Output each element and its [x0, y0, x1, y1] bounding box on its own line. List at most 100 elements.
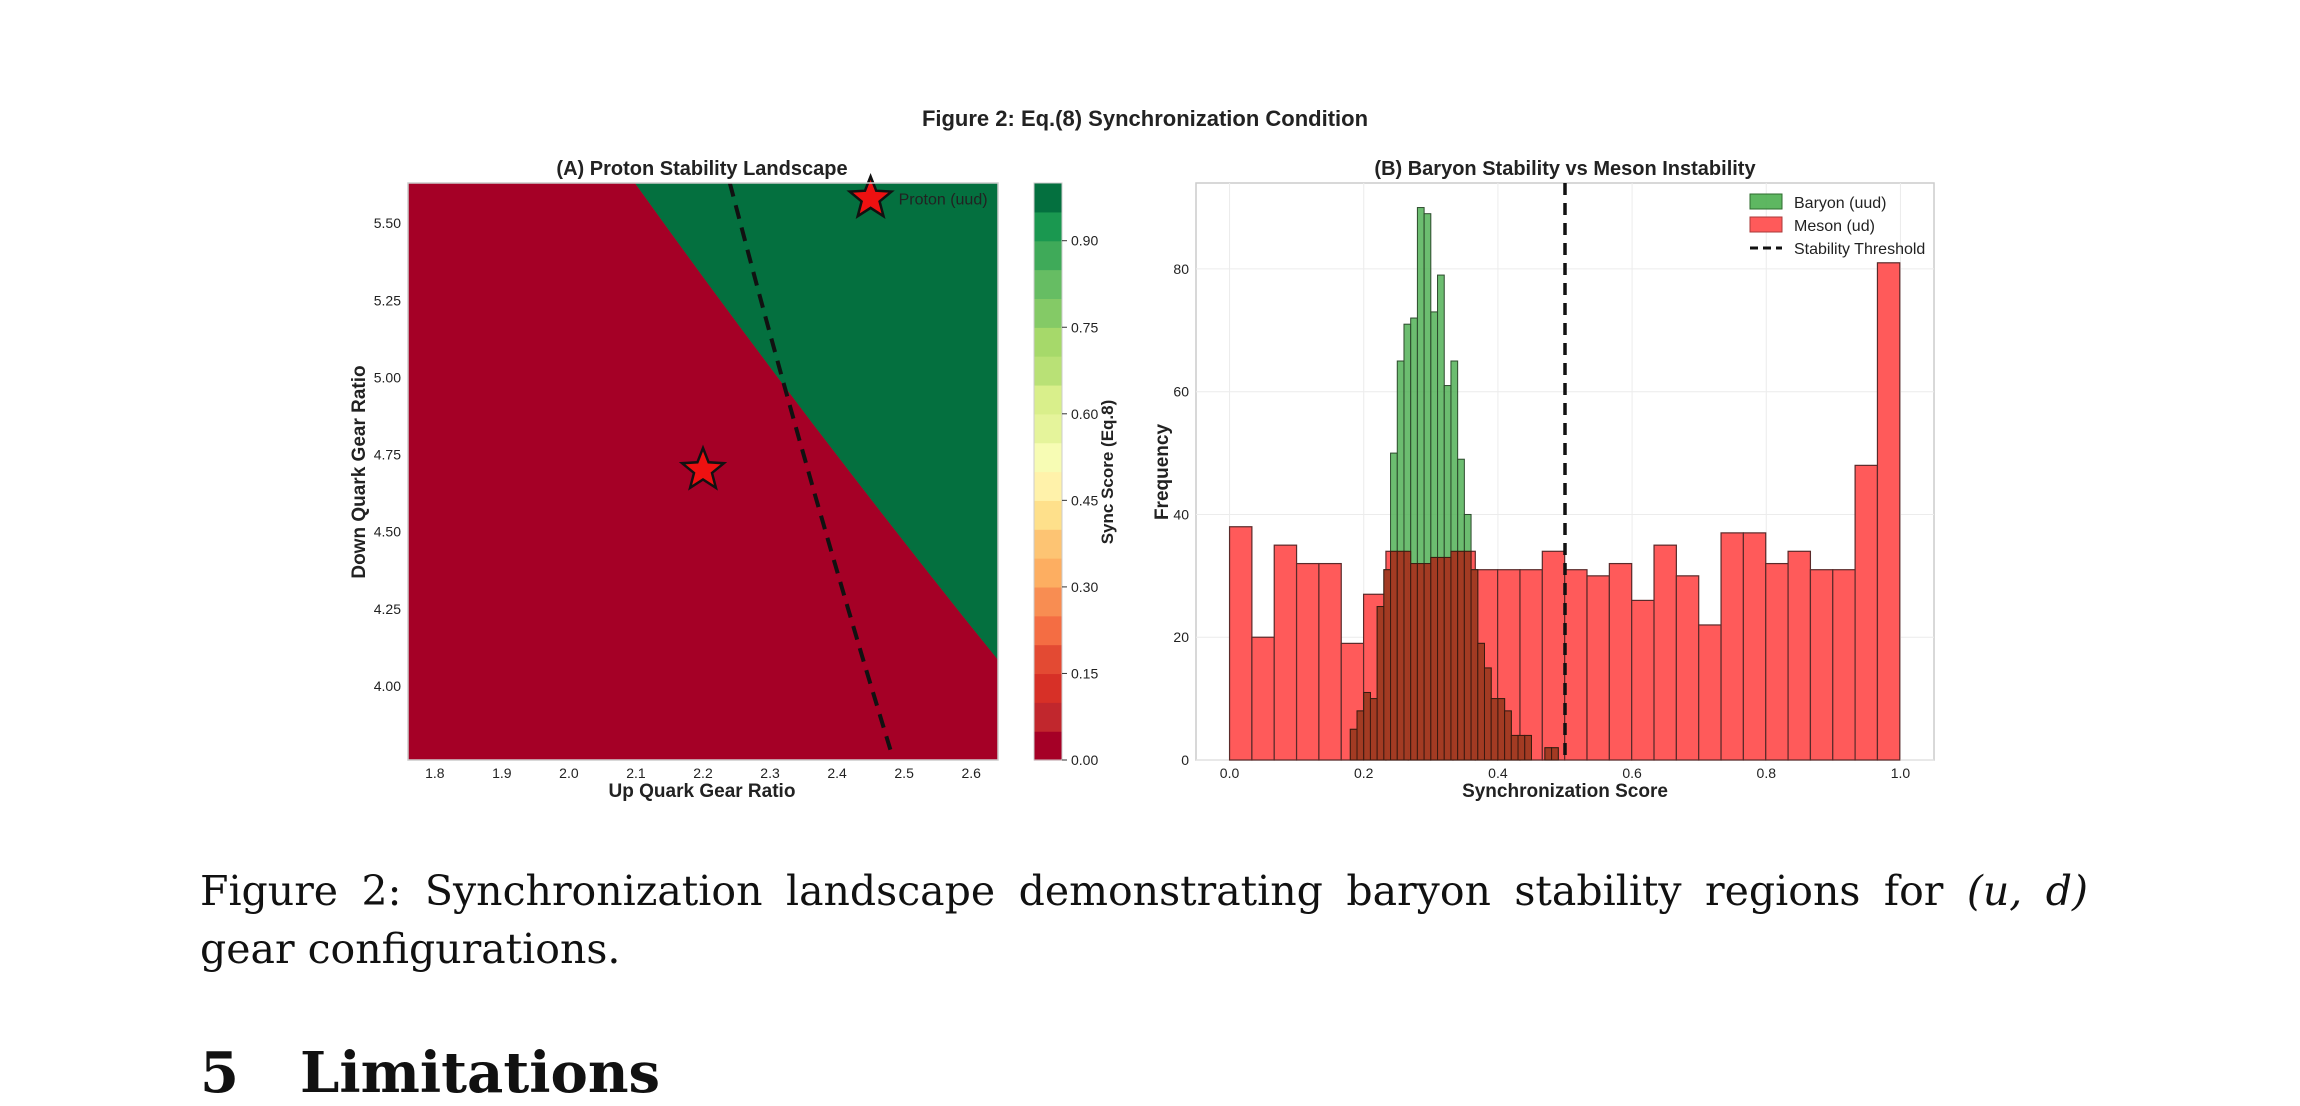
meson-bar-18: [1631, 599, 1655, 761]
colorbar: [1034, 183, 1062, 761]
overlap-bar-26: [1524, 734, 1532, 761]
overlap-bar-3: [1369, 698, 1378, 761]
a-xtick-8: 2.6: [961, 765, 981, 781]
overlap-bar-25: [1517, 734, 1526, 761]
meson-bar-20: [1675, 575, 1700, 761]
b-ytick-3: 60: [1173, 384, 1189, 400]
overlap-bar-12: [1430, 556, 1439, 761]
a-xtick-2: 2.0: [559, 765, 579, 781]
meson-bar-25: [1787, 550, 1812, 761]
overlap-bar-13: [1437, 556, 1445, 761]
a-xtick-3: 2.1: [626, 765, 646, 781]
overlap-bar-14: [1443, 556, 1452, 761]
overlap-bar-6: [1390, 550, 1398, 761]
contour-band-19: [634, 183, 998, 660]
a-xtick-0: 1.8: [425, 765, 445, 781]
colorbar-tick-6: 0.90: [1071, 233, 1098, 249]
meson-bar-22: [1720, 532, 1744, 761]
overlap-bar-16: [1457, 550, 1465, 761]
meson-bar-29: [1876, 262, 1901, 761]
b-ytick-2: 40: [1173, 506, 1189, 522]
a-xtick-1: 1.9: [492, 765, 512, 781]
overlap-bar-30: [1551, 747, 1559, 761]
overlap-bar-9: [1410, 563, 1418, 761]
meson-bar-2: [1273, 544, 1298, 761]
meson-bar-24: [1765, 562, 1789, 761]
meson-bar-1: [1251, 636, 1275, 761]
legend-label-baryon: Baryon (uud): [1794, 195, 1887, 212]
panel-a-heatmap: Proton (uud) (A) Proton Stability Landsc…: [349, 158, 1117, 802]
colorbar-segment-14: [1034, 327, 1062, 357]
overlap-bar-18: [1470, 569, 1479, 761]
colorbar-segment-2: [1034, 673, 1062, 703]
colorbar-segment-11: [1034, 413, 1062, 444]
colorbar-segment-1: [1034, 702, 1062, 732]
panel-b-ylabel: Frequency: [1152, 424, 1173, 521]
meson-bar-3: [1295, 562, 1320, 761]
a-xtick-6: 2.4: [827, 765, 847, 781]
b-xtick-2: 0.4: [1488, 765, 1508, 781]
b-ytick-4: 80: [1173, 261, 1189, 277]
a-xtick-4: 2.2: [693, 765, 713, 781]
overlap-bar-15: [1450, 550, 1459, 761]
meson-bar-21: [1698, 624, 1722, 761]
panel-b-title: (B) Baryon Stability vs Meson Instabilit…: [1374, 158, 1756, 180]
colorbar-segment-19: [1034, 183, 1062, 213]
overlap-bar-4: [1376, 606, 1385, 761]
meson-bar-23: [1742, 532, 1767, 761]
overlap-bar-29: [1544, 747, 1553, 761]
overlap-bar-2: [1363, 691, 1371, 761]
figure-suptitle: Figure 2: Eq.(8) Synchronization Conditi…: [922, 106, 1368, 131]
colorbar-segment-17: [1034, 240, 1062, 271]
panel-b-y-ticks: 0 20 40 60 80: [1173, 261, 1189, 768]
colorbar-tick-4: 0.60: [1071, 406, 1098, 422]
star-marker-0: [678, 444, 728, 491]
meson-bar-17: [1608, 562, 1633, 761]
caption-suffix: gear configurations.: [200, 925, 621, 973]
panel-a-title: (A) Proton Stability Landscape: [556, 158, 847, 180]
figure-2: Figure 2: Eq.(8) Synchronization Conditi…: [349, 106, 1935, 802]
colorbar-label: Sync Score (Eq.8): [1098, 400, 1117, 545]
caption-prefix: Figure 2: Synchronization landscape demo…: [200, 867, 1967, 915]
a-xtick-5: 2.3: [760, 765, 780, 781]
panel-a-xlabel: Up Quark Gear Ratio: [609, 781, 796, 802]
overlap-bar-20: [1483, 667, 1492, 761]
meson-bar-28: [1854, 464, 1879, 761]
a-ytick-3: 4.75: [374, 447, 401, 463]
a-ytick-5: 5.25: [374, 292, 401, 308]
legend-swatch-baryon: [1749, 193, 1783, 210]
section-number: 5: [200, 1040, 239, 1106]
colorbar-frame: [1033, 182, 1063, 761]
overlap-bar-22: [1497, 698, 1506, 761]
overlap-bar-10: [1416, 563, 1425, 761]
colorbar-segment-18: [1034, 211, 1062, 242]
meson-bar-26: [1809, 569, 1834, 761]
panel-a-ylabel: Down Quark Gear Ratio: [349, 365, 370, 578]
b-xtick-0: 0.0: [1220, 765, 1240, 781]
a-ytick-2: 4.50: [374, 524, 401, 540]
colorbar-segment-9: [1034, 471, 1062, 501]
colorbar-tick-5: 0.75: [1071, 319, 1098, 335]
star-marker-1: [846, 172, 895, 219]
b-xtick-4: 0.8: [1757, 765, 1777, 781]
a-ytick-6: 5.50: [374, 215, 401, 231]
b-xtick-1: 0.2: [1354, 765, 1374, 781]
meson-bar-16: [1586, 575, 1610, 761]
overlap-bar-19: [1477, 642, 1485, 761]
legend-label-meson: Meson (ud): [1794, 218, 1875, 235]
overlap-bar-23: [1504, 710, 1512, 761]
legend-swatch-meson: [1749, 216, 1783, 233]
meson-bar-27: [1832, 569, 1856, 761]
overlap-bar-21: [1490, 698, 1499, 761]
section-heading: 5 Limitations: [200, 1040, 660, 1106]
colorbar-segment-4: [1034, 615, 1062, 646]
meson-bar-15: [1564, 569, 1588, 761]
colorbar-segment-12: [1034, 384, 1062, 415]
overlap-bar-7: [1396, 550, 1405, 761]
b-xtick-5: 1.0: [1891, 765, 1911, 781]
meson-bar-0: [1228, 526, 1253, 761]
b-xtick-3: 0.6: [1622, 765, 1642, 781]
b-ytick-1: 20: [1173, 629, 1189, 645]
panel-b-x-ticks: 0.0 0.2 0.4 0.6 0.8 1.0: [1220, 765, 1911, 781]
panel-a-y-ticks: 4.00 4.25 4.50 4.75 5.00 5.25 5.50: [374, 215, 401, 694]
